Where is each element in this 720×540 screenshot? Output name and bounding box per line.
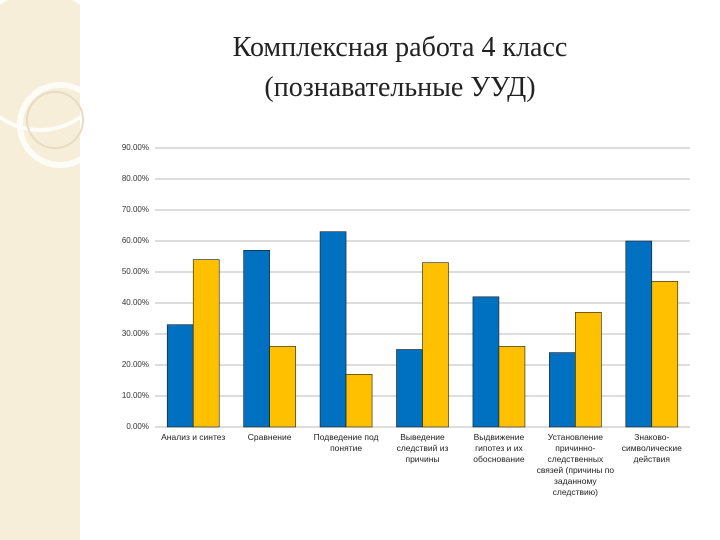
side-strip <box>0 0 80 540</box>
y-tick-label: 20.00% <box>122 360 149 369</box>
x-tick-label: Подведение под понятие <box>313 432 379 453</box>
x-tick-label: Знаково-символические действия <box>621 432 682 464</box>
bar <box>269 346 296 428</box>
x-tick-label: Анализ и синтез <box>161 432 226 442</box>
y-tick-label: 0.00% <box>126 422 149 431</box>
decor-circle <box>17 82 103 168</box>
y-tick-label: 60.00% <box>122 236 149 245</box>
y-tick-label: 50.00% <box>122 267 149 276</box>
y-tick-label: 40.00% <box>122 298 149 307</box>
x-tick-label: Выведение следствий из причины <box>396 432 449 464</box>
y-tick-label: 10.00% <box>122 391 149 400</box>
bar <box>192 259 220 428</box>
bar <box>243 250 270 428</box>
bar <box>472 296 500 428</box>
bar <box>651 280 679 428</box>
decor-circle <box>0 0 112 132</box>
chart-subtitle: (познавательные УУД) <box>264 72 536 103</box>
y-tick-label: 30.00% <box>122 329 149 338</box>
bar <box>575 311 602 428</box>
bar <box>625 240 653 428</box>
bar <box>396 349 423 428</box>
bar <box>549 352 576 428</box>
bar <box>498 346 526 428</box>
bar <box>319 231 347 428</box>
y-tick-label: 80.00% <box>122 174 149 183</box>
bar <box>345 373 373 428</box>
bar <box>166 324 194 428</box>
bar <box>422 262 449 428</box>
chart-title: Комплексная работа 4 класс <box>232 32 568 63</box>
x-tick-label: Установление причинно-следственных связе… <box>536 432 615 497</box>
y-tick-label: 90.00% <box>122 143 149 152</box>
y-tick-label: 70.00% <box>122 205 149 214</box>
x-tick-label: Выдвижение гипотез и их обоснование <box>473 432 525 464</box>
x-tick-label: Сравнение <box>247 432 292 442</box>
decor-circle <box>26 91 84 149</box>
